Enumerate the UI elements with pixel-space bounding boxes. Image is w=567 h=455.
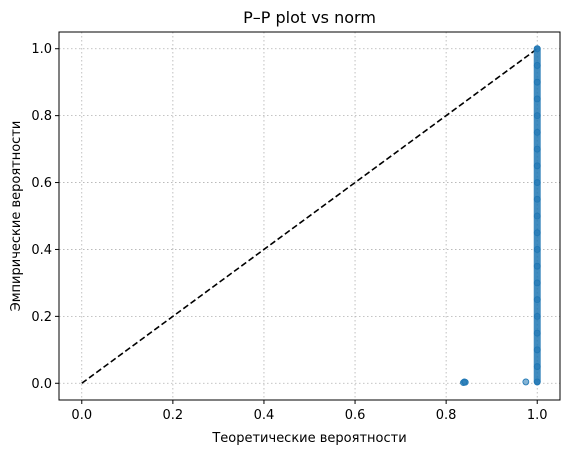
scatter-point (533, 45, 541, 53)
scatter-point (533, 363, 541, 370)
y-axis-label: Эмпирические вероятности (9, 121, 24, 312)
chart-title: P–P plot vs norm (243, 8, 376, 27)
scatter-point (533, 212, 541, 220)
scatter-point (533, 78, 541, 86)
y-tick-label: 0.8 (31, 109, 52, 124)
scatter-point (533, 112, 541, 120)
scatter-point (533, 329, 541, 337)
scatter-point (460, 378, 468, 386)
scatter-point (533, 312, 541, 320)
scatter-point (533, 229, 541, 237)
x-axis-label: Теоретические вероятности (211, 431, 406, 446)
x-tick-label: 0.8 (436, 408, 457, 423)
scatter-point (522, 378, 530, 386)
scatter-point (533, 262, 541, 270)
reference-diagonal-line (81, 48, 538, 384)
x-tick-label: 0.2 (163, 408, 184, 423)
y-tick-label: 0.4 (31, 243, 52, 258)
y-tick-label: 1.0 (31, 42, 52, 57)
scatter-point (533, 195, 541, 203)
scatter-point (533, 246, 541, 253)
scatter-point (533, 346, 541, 354)
scatter-point (533, 145, 541, 153)
plot-area-frame (58, 31, 561, 401)
x-tick-label: 1.0 (527, 408, 548, 423)
scatter-points (460, 45, 541, 387)
axis-ticks: 0.0 0.2 0.4 0.6 0.8 1.0 0.0 0.2 0.4 0.6 0.8 1.0 (31, 42, 547, 423)
scatter-point (533, 378, 541, 386)
x-tick-label: 0.0 (71, 408, 92, 423)
scatter-point (533, 62, 541, 69)
scatter-point (533, 279, 541, 287)
scatter-point (533, 95, 541, 103)
x-tick-label: 0.4 (254, 408, 275, 423)
y-tick-label: 0.6 (31, 176, 52, 191)
scatter-point (533, 162, 541, 170)
scatter-point (533, 179, 541, 186)
reference-line-layer (81, 48, 538, 384)
scatter-point (533, 296, 541, 304)
y-tick-label: 0.2 (31, 310, 52, 325)
x-tick-label: 0.6 (345, 408, 366, 423)
y-tick-label: 0.0 (31, 377, 52, 392)
scatter-point (533, 128, 541, 136)
grid (59, 32, 560, 400)
